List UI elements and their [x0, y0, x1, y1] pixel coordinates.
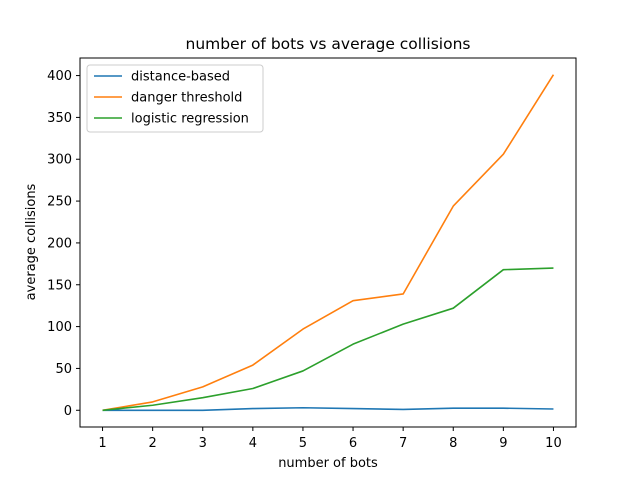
- x-tick-label: 3: [199, 436, 207, 451]
- x-tick-label: 7: [399, 436, 407, 451]
- x-tick-label: 9: [499, 436, 507, 451]
- x-tick-label: 8: [449, 436, 457, 451]
- y-tick-label: 350: [47, 111, 72, 126]
- x-tick-label: 10: [545, 436, 562, 451]
- x-tick-label: 4: [249, 436, 257, 451]
- legend-box: [86, 64, 264, 133]
- y-tick-label: 300: [47, 153, 72, 168]
- legend-label: distance-based: [131, 70, 230, 85]
- y-tick-label: 250: [47, 195, 72, 210]
- chart-title: number of bots vs average collisions: [186, 35, 471, 53]
- y-tick-label: 400: [47, 69, 72, 84]
- series-line-logistic-regression: [102, 267, 554, 412]
- series-line-distance-based: [102, 406, 554, 412]
- y-axis-label: average collisions: [24, 183, 39, 300]
- y-tick-label: 50: [55, 362, 72, 377]
- legend-label: danger threshold: [131, 91, 242, 106]
- y-tick-label: 150: [47, 278, 72, 293]
- x-tick-label: 1: [98, 436, 106, 451]
- x-axis: 1 2 3 4 5 6 7 8 9 10: [98, 427, 562, 451]
- x-tick-label: 2: [149, 436, 157, 451]
- series-lines: [102, 74, 555, 412]
- y-axis: 0 50 100 150 200 250 300 350 400: [47, 69, 80, 419]
- y-tick-label: 0: [64, 404, 72, 419]
- x-tick-label: 5: [299, 436, 307, 451]
- series-line-danger-threshold: [102, 74, 555, 412]
- y-tick-label: 200: [47, 236, 72, 251]
- x-axis-label: number of bots: [278, 456, 378, 471]
- legend: distance-based danger threshold logistic r…: [86, 64, 264, 133]
- legend-label: logistic regression: [131, 112, 249, 127]
- y-tick-label: 100: [47, 320, 72, 335]
- x-tick-label: 6: [349, 436, 357, 451]
